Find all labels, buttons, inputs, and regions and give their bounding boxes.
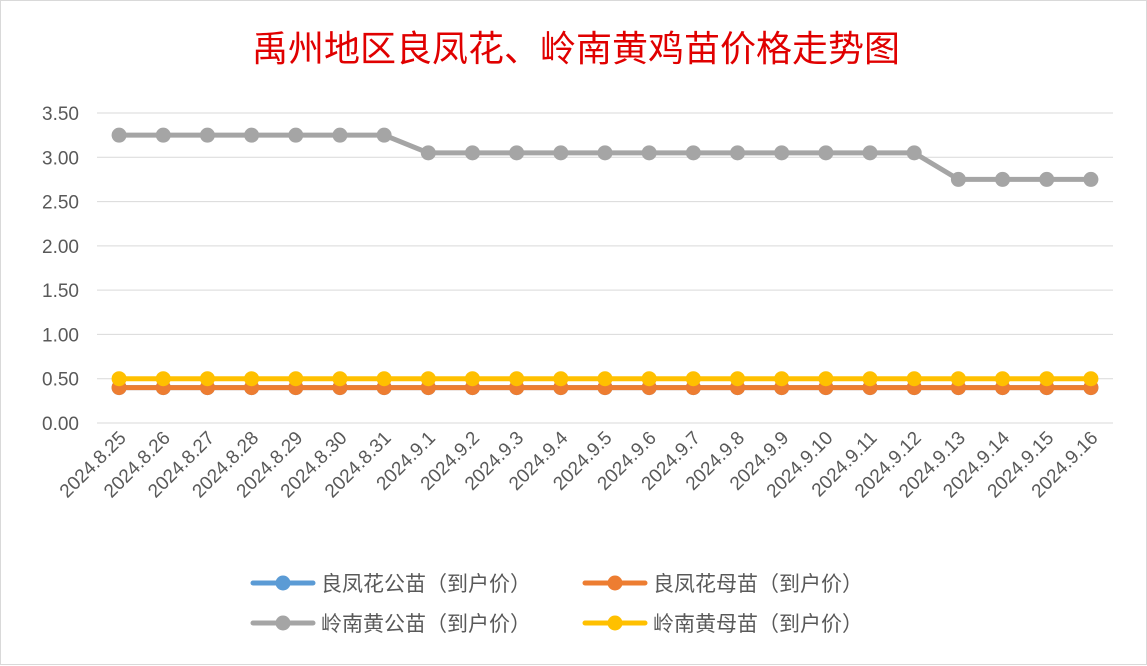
data-point	[376, 127, 392, 143]
data-point	[685, 371, 701, 387]
data-point	[995, 371, 1011, 387]
data-point	[950, 171, 966, 187]
data-point	[950, 371, 966, 387]
data-point	[288, 371, 304, 387]
legend: 良凤花公苗（到户价） 良凤花母苗（到户价） 岭南黄公苗（到户价） 岭南黄母苗（到户价）	[250, 572, 863, 636]
legend-label: 良凤花公苗（到户价）	[321, 572, 531, 596]
data-point	[332, 127, 348, 143]
data-point	[1083, 171, 1099, 187]
legend-label: 岭南黄公苗（到户价）	[321, 612, 531, 636]
y-axis-ticks: 0.00 0.50 1.00 1.50 2.00 2.50 3.00 3.50	[42, 104, 79, 435]
legend-label: 岭南黄母苗（到户价）	[653, 612, 863, 636]
y-tick-label: 1.50	[42, 281, 79, 302]
data-point	[553, 145, 569, 161]
series-4	[111, 371, 1099, 387]
data-point	[553, 371, 569, 387]
y-tick-label: 2.00	[42, 237, 79, 258]
legend-label: 良凤花母苗（到户价）	[653, 572, 863, 596]
data-point	[332, 371, 348, 387]
data-point	[862, 371, 878, 387]
data-point	[1039, 171, 1055, 187]
legend-item: 岭南黄公苗（到户价）	[250, 612, 531, 636]
data-point	[376, 371, 392, 387]
data-point	[509, 145, 525, 161]
series-3	[111, 127, 1099, 187]
data-point	[199, 371, 215, 387]
data-point	[420, 145, 436, 161]
y-tick-label: 3.00	[42, 148, 79, 169]
data-point	[244, 371, 260, 387]
chart-title: 禹州地区良凤花、岭南黄鸡苗价格走势图	[252, 29, 900, 70]
data-point	[641, 145, 657, 161]
y-tick-label: 0.00	[42, 414, 79, 435]
data-point	[818, 145, 834, 161]
data-point	[288, 127, 304, 143]
y-tick-label: 1.00	[42, 325, 79, 346]
data-point	[862, 145, 878, 161]
data-point	[774, 145, 790, 161]
y-tick-label: 0.50	[42, 370, 79, 391]
data-point	[730, 371, 746, 387]
data-point	[111, 371, 127, 387]
y-tick-label: 3.50	[42, 104, 79, 125]
data-point	[155, 371, 171, 387]
series-layer	[111, 127, 1099, 396]
data-point	[509, 371, 525, 387]
data-point	[685, 145, 701, 161]
data-point	[995, 171, 1011, 187]
y-tick-label: 2.50	[42, 193, 79, 214]
data-point	[420, 371, 436, 387]
data-point	[906, 145, 922, 161]
legend-item: 岭南黄母苗（到户价）	[582, 612, 863, 636]
data-point	[111, 127, 127, 143]
data-point	[818, 371, 834, 387]
data-point	[464, 371, 480, 387]
legend-swatch-marker	[275, 615, 291, 631]
data-point	[199, 127, 215, 143]
legend-swatch-marker	[607, 575, 623, 591]
legend-swatch-marker	[607, 615, 623, 631]
legend-swatch-marker	[275, 575, 291, 591]
data-point	[906, 371, 922, 387]
data-point	[464, 145, 480, 161]
data-point	[1039, 371, 1055, 387]
legend-item: 良凤花公苗（到户价）	[250, 572, 531, 596]
data-point	[155, 127, 171, 143]
data-point	[244, 127, 260, 143]
x-axis-ticks: 2024.8.252024.8.262024.8.272024.8.282024…	[56, 427, 1102, 502]
data-point	[1083, 371, 1099, 387]
data-point	[597, 145, 613, 161]
legend-item: 良凤花母苗（到户价）	[582, 572, 863, 596]
data-point	[597, 371, 613, 387]
data-point	[730, 145, 746, 161]
data-point	[774, 371, 790, 387]
data-point	[641, 371, 657, 387]
